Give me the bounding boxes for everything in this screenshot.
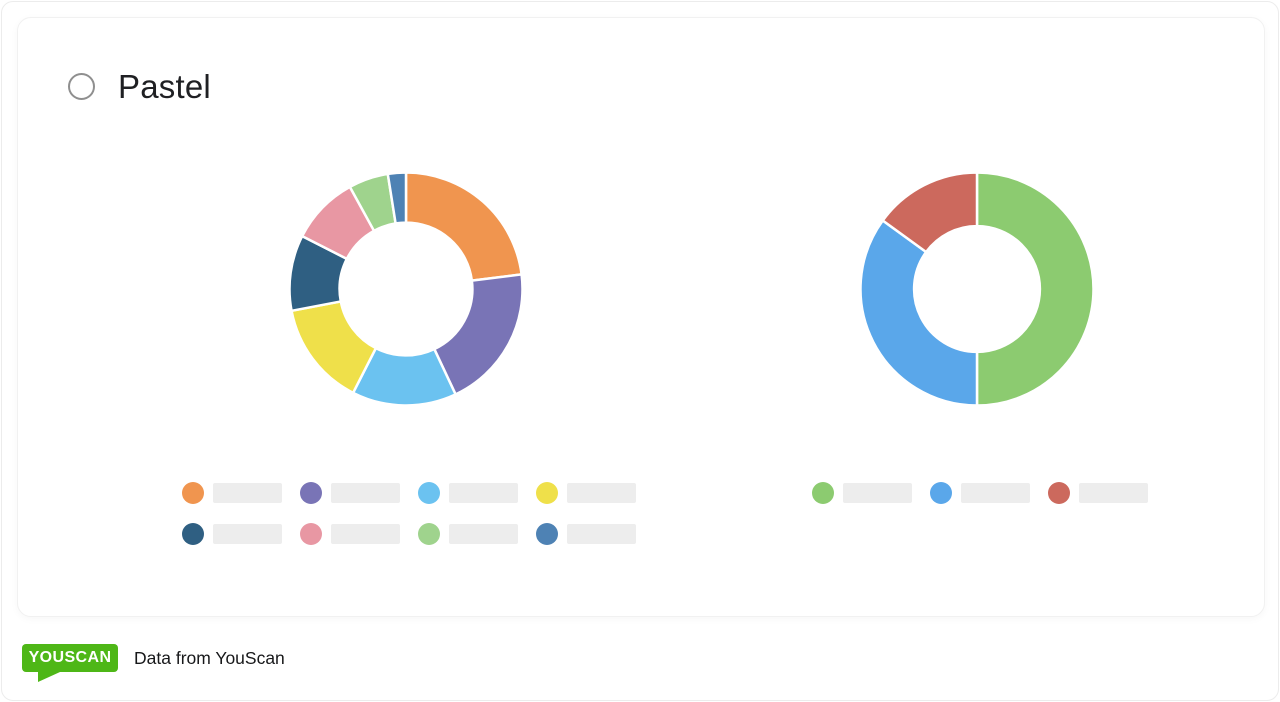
palette-option-label: Pastel [118, 68, 211, 105]
legend-item-dark-teal [182, 523, 282, 545]
legend-item-purple [300, 482, 400, 504]
legend-swatch-pink-icon [300, 523, 322, 545]
legend-label-placeholder [331, 524, 400, 544]
palette-preview-card: Pastel [17, 17, 1265, 617]
legend-swatch-red-icon [1048, 482, 1070, 504]
legend-row [182, 523, 636, 545]
legend-item-red [1048, 482, 1148, 504]
legend-label-placeholder [331, 483, 400, 503]
legend-item-green [812, 482, 912, 504]
pastel-radio-button[interactable] [68, 73, 95, 100]
legend-label-placeholder [449, 524, 518, 544]
donut-slice-green [975, 171, 1095, 407]
legend-swatch-light-green-icon [418, 523, 440, 545]
donut-slice-blue [859, 219, 979, 407]
legend-label-placeholder [567, 483, 636, 503]
legend-item-orange [182, 482, 282, 504]
legend-left [182, 482, 636, 545]
donut-slice-steel-blue [386, 171, 408, 225]
legend-item-pink [300, 523, 400, 545]
legend-swatch-green-icon [812, 482, 834, 504]
legend-label-placeholder [843, 483, 912, 503]
palette-option-row: Pastel [68, 70, 211, 103]
legend-item-yellow [536, 482, 636, 504]
attribution-footer: YOUSCAN Data from YouScan [22, 644, 285, 682]
legend-label-placeholder [213, 483, 282, 503]
legend-swatch-light-blue-icon [418, 482, 440, 504]
legend-swatch-steel-blue-icon [536, 523, 558, 545]
legend-label-placeholder [449, 483, 518, 503]
legend-item-blue [930, 482, 1030, 504]
legend-right [812, 482, 1148, 504]
donut-slice-orange [404, 171, 523, 282]
legend-label-placeholder [567, 524, 636, 544]
data-source-caption: Data from YouScan [134, 647, 285, 668]
legend-item-steel-blue [536, 523, 636, 545]
donut-chart-left [288, 171, 524, 407]
donut-chart-right [859, 171, 1095, 407]
legend-label-placeholder [961, 483, 1030, 503]
legend-item-light-blue [418, 482, 518, 504]
legend-swatch-blue-icon [930, 482, 952, 504]
legend-swatch-yellow-icon [536, 482, 558, 504]
youscan-logo-tail-icon [38, 672, 60, 682]
donut-slice-red [881, 171, 979, 254]
legend-row [812, 482, 1148, 504]
legend-label-placeholder [1079, 483, 1148, 503]
legend-swatch-purple-icon [300, 482, 322, 504]
youscan-logo: YOUSCAN [22, 644, 118, 682]
legend-label-placeholder [213, 524, 282, 544]
youscan-logo-text: YOUSCAN [28, 649, 112, 666]
legend-swatch-orange-icon [182, 482, 204, 504]
legend-item-light-green [418, 523, 518, 545]
legend-row [182, 482, 636, 504]
legend-swatch-dark-teal-icon [182, 523, 204, 545]
